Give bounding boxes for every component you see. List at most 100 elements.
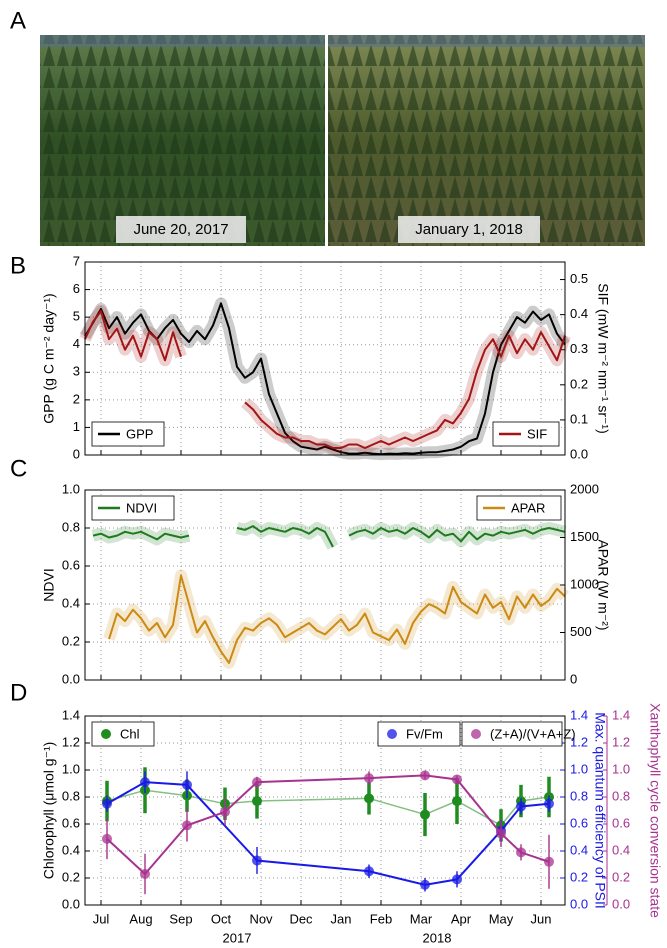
y2-tick-label: 0.6 [570,815,588,830]
legend-label: NDVI [126,500,157,515]
y-tick-label: 1.2 [62,734,80,749]
data-point [516,847,526,858]
photo-texture [328,35,645,246]
y2-tick-label: 0.0 [570,896,588,911]
data-point [102,798,112,809]
y2-tick-label: 2000 [570,481,599,496]
x-tick-label: Jun [531,911,552,926]
photo-overlay [40,35,325,47]
photo-overlay [328,35,645,47]
y2-tick-label: 1.4 [570,707,588,722]
y3-tick-label: 1.0 [612,761,630,776]
photo-texture [40,35,325,246]
y-tick-label: 0.8 [62,788,80,803]
panel: Jul Aug Sep Oct Nov Dec Jan Feb Mar Apr May Jun 2017… [10,679,663,945]
legend-label: APAR [511,500,545,515]
x-tick-label: Dec [289,911,313,926]
y3-tick-label: 0.8 [612,788,630,803]
legend-label: Chl [120,726,140,741]
y2-axis-title: SIF (mW m⁻² nm⁻¹ sr⁻¹) [595,283,611,433]
data-point [364,866,374,877]
legend-label: GPP [126,426,153,441]
year-label: 2017 [223,930,252,945]
data-point [452,874,462,885]
y2-tick-label: 0.4 [570,842,588,857]
data-point [516,801,526,812]
x-tick-label: Jul [93,911,110,926]
x-tick-label: Feb [370,911,392,926]
y-tick-label: 3 [73,364,80,379]
caption-box [398,216,540,243]
data-point [544,798,554,809]
y-tick-label: 0.0 [62,671,80,686]
y-axis-title: Chlorophyll (μmol g⁻¹) [41,742,57,880]
legend-label: SIF [527,426,547,441]
y-axis-title: NDVI [41,568,57,601]
y2-tick-label: 0.2 [570,376,588,391]
series-line [108,574,566,664]
y2-tick-label: 0.0 [570,446,588,461]
x-tick-label: May [489,911,514,926]
data-point [496,828,506,839]
series-band [103,569,570,669]
photo-panel: June 20, 2017 January 1, 2018 A [10,7,645,246]
panel-label: A [10,7,26,34]
legend-marker [387,729,397,739]
y2-tick-label: 1000 [570,576,599,591]
y-tick-label: 1.0 [62,481,80,496]
panel-label: B [10,252,26,279]
plot-frame [84,715,566,906]
y2-tick-label: 0.4 [570,306,588,321]
x-tick-label: Aug [129,911,152,926]
panel: 0 1 2 3 4 5 6 7 0.0 0.1 0.2 0.3 0.4 0.5 GPP (g C m⁻² d… [10,252,611,461]
year-label: 2018 [423,930,452,945]
data-point [140,777,150,788]
series-line [106,781,550,886]
y-tick-label: 5 [73,309,80,324]
y3-tick-label: 0.6 [612,815,630,830]
x-tick-label: Apr [451,911,472,926]
data-point [220,806,230,817]
y-tick-label: 2 [73,391,80,406]
y-tick-label: 0.4 [62,842,80,857]
data-point [252,777,262,788]
y-axis-title: GPP (g C m⁻² day⁻¹) [41,293,57,423]
y-tick-label: 0.4 [62,595,80,610]
y2-tick-label: 0 [570,671,577,686]
y-tick-label: 6 [73,281,80,296]
y3-tick-label: 1.4 [612,707,630,722]
plot-frame [84,261,566,456]
y3-axis-title: Xanthophyll cycle conversion state [647,703,663,918]
y3-tick-label: 0.4 [612,842,630,857]
y3-tick-label: 1.2 [612,734,630,749]
y-tick-label: 0.6 [62,815,80,830]
x-tick-label: Sep [169,911,192,926]
data-point [140,868,150,879]
legend-label: (Z+A)/(V+A+Z) [490,726,576,741]
data-point [420,809,430,820]
y2-tick-label: 0.1 [570,411,588,426]
data-point [452,796,462,807]
y2-tick-label: 1.2 [570,734,588,749]
x-tick-label: Nov [249,911,273,926]
data-point [544,856,554,867]
x-tick-label: Oct [211,911,232,926]
data-point [252,796,262,807]
y-tick-label: 0.2 [62,869,80,884]
photo-caption: June 20, 2017 [133,221,228,238]
y-tick-label: 0.8 [62,519,80,534]
y2-axis-title: APAR (W m⁻²) [595,539,611,630]
series-line [106,774,550,876]
y2-tick-label: 1.0 [570,761,588,776]
y3-tick-label: 0.2 [612,869,630,884]
series-line [92,525,566,548]
legend-label: Fv/Fm [406,726,443,741]
panel-label: C [10,455,27,482]
series-line [84,302,566,456]
data-point [182,779,192,790]
caption-box [116,216,246,243]
y2-axis-title: Max. quantum efficiency of PSII [592,712,608,909]
x-tick-label: Jan [331,911,352,926]
data-point [182,820,192,831]
